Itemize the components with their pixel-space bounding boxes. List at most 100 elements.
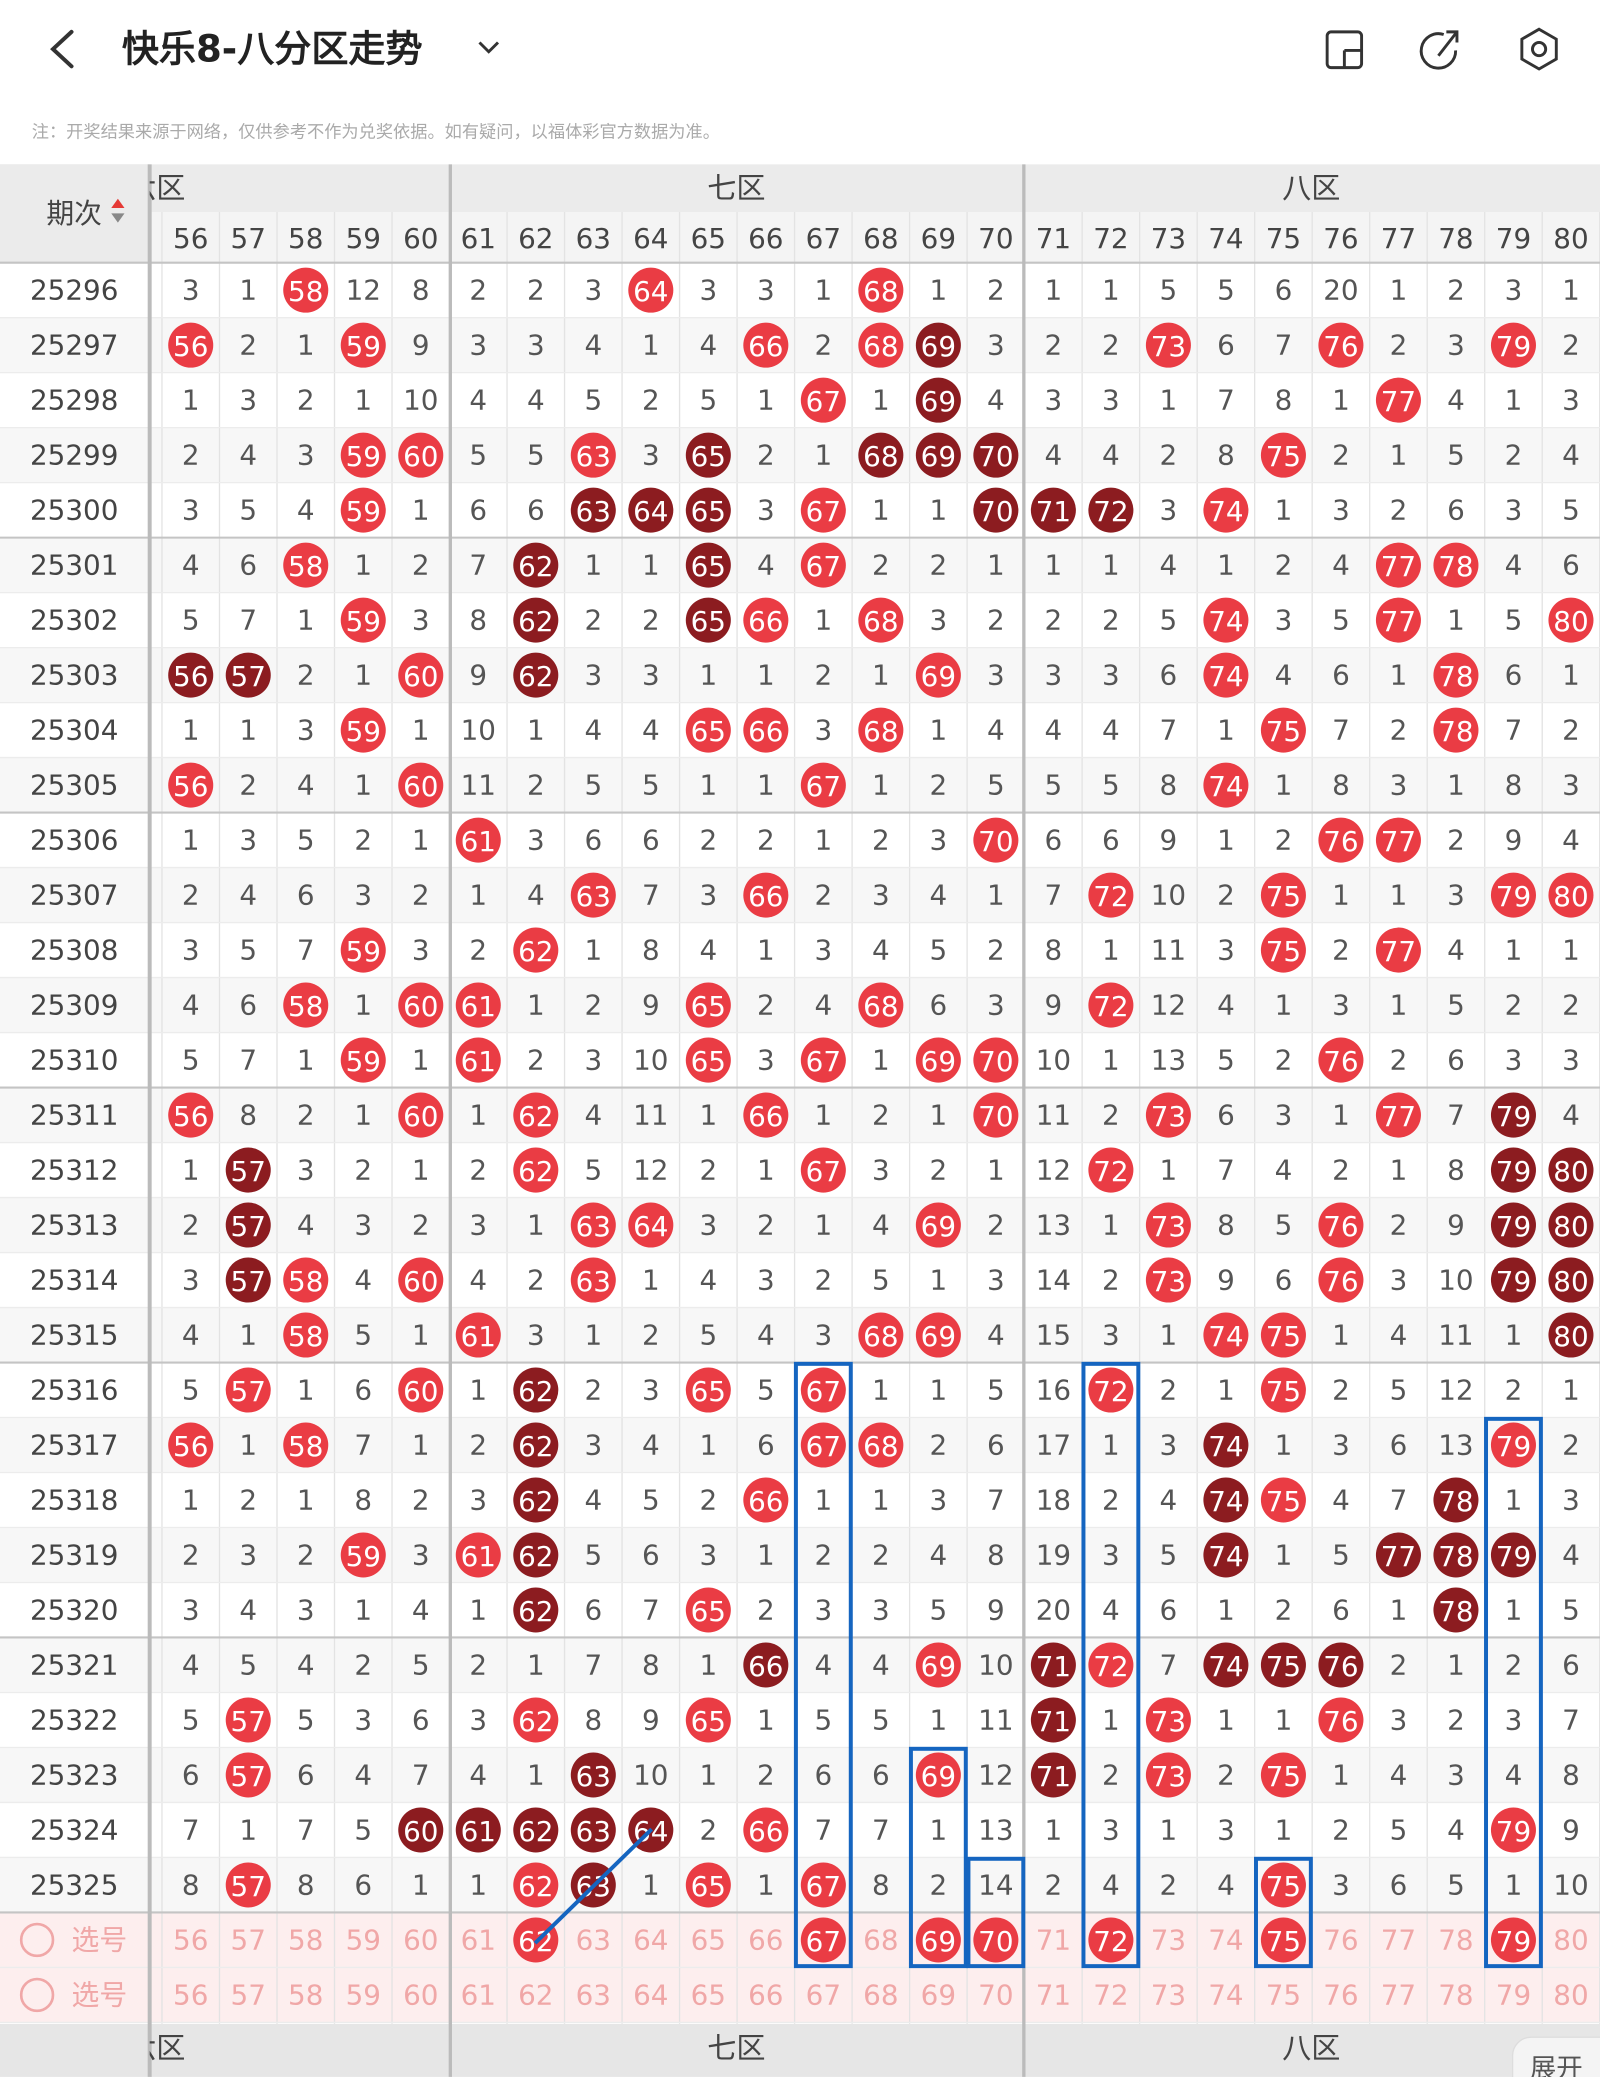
select-number[interactable]: 64 <box>633 1978 668 2011</box>
miss-count: 1 <box>412 714 430 747</box>
select-number[interactable]: 60 <box>403 1923 438 1956</box>
ball-number: 68 <box>863 715 898 748</box>
select-number[interactable]: 75 <box>1266 1978 1301 2011</box>
select-number[interactable]: 70 <box>978 1978 1013 2011</box>
annotation-box <box>1081 1361 1141 1969</box>
miss-count: 5 <box>584 1539 602 1572</box>
select-radio[interactable] <box>19 1922 55 1958</box>
back-button[interactable] <box>50 29 74 69</box>
miss-count: 1 <box>930 494 948 527</box>
miss-count: 3 <box>1447 879 1465 912</box>
miss-count: 3 <box>584 1044 602 1077</box>
ball-number: 63 <box>576 1815 611 1848</box>
select-number[interactable]: 71 <box>1036 1923 1071 1956</box>
select-number[interactable]: 68 <box>863 1978 898 2011</box>
ball-number: 71 <box>1036 1705 1071 1738</box>
select-number[interactable]: 69 <box>921 1978 956 2011</box>
select-number[interactable]: 59 <box>346 1923 381 1956</box>
annotation-box <box>793 1361 853 1969</box>
select-number[interactable]: 80 <box>1553 1978 1588 2011</box>
select-number[interactable]: 65 <box>691 1978 726 2011</box>
select-number[interactable]: 57 <box>231 1978 266 2011</box>
select-number[interactable]: 74 <box>1208 1978 1243 2011</box>
select-number[interactable]: 66 <box>748 1923 783 1956</box>
select-number[interactable]: 73 <box>1151 1923 1186 1956</box>
period-number: 25324 <box>30 1813 118 1846</box>
select-number[interactable]: 62 <box>518 1978 553 2011</box>
select-number[interactable]: 58 <box>288 1923 323 1956</box>
select-number[interactable]: 64 <box>633 1923 668 1956</box>
dropdown-chevron[interactable] <box>478 41 500 54</box>
expand-bg <box>1511 2036 1600 2077</box>
expand-button[interactable]: 展开 <box>1511 2036 1600 2077</box>
repeat-ball <box>513 1477 559 1523</box>
select-number[interactable]: 76 <box>1323 1978 1358 2011</box>
miss-count: 5 <box>1217 274 1235 307</box>
select-number[interactable]: 76 <box>1323 1923 1358 1956</box>
miss-count: 4 <box>872 934 890 967</box>
select-number[interactable]: 78 <box>1438 1923 1473 1956</box>
miss-count: 1 <box>1102 1703 1120 1736</box>
select-number[interactable]: 60 <box>403 1978 438 2011</box>
select-number[interactable]: 77 <box>1381 1923 1416 1956</box>
select-number[interactable]: 56 <box>173 1978 208 2011</box>
select-number[interactable]: 80 <box>1553 1923 1588 1956</box>
select-number[interactable]: 79 <box>1496 1978 1531 2011</box>
miss-count: 1 <box>1447 1648 1465 1681</box>
miss-count: 17 <box>1036 1429 1071 1462</box>
hit-ball <box>915 1312 961 1358</box>
select-number[interactable]: 66 <box>748 1978 783 2011</box>
select-number[interactable]: 68 <box>863 1923 898 1956</box>
select-number[interactable]: 63 <box>576 1978 611 2011</box>
settings-icon[interactable] <box>1520 27 1558 71</box>
select-radio[interactable] <box>19 1977 55 2013</box>
miss-count: 1 <box>239 1813 257 1846</box>
hit-ball <box>398 652 444 698</box>
miss-count: 5 <box>1217 1044 1235 1077</box>
miss-count: 3 <box>930 824 948 857</box>
miss-count: 3 <box>1160 494 1178 527</box>
select-number[interactable]: 59 <box>346 1978 381 2011</box>
hit-ball <box>1088 1642 1134 1688</box>
ball-number: 74 <box>1208 1320 1243 1353</box>
miss-count: 2 <box>297 659 315 692</box>
ball-number: 68 <box>863 1430 898 1463</box>
select-number[interactable]: 73 <box>1151 1978 1186 2011</box>
select-number[interactable]: 56 <box>173 1923 208 1956</box>
miss-count: 4 <box>872 1648 890 1681</box>
miss-count: 3 <box>699 1209 717 1242</box>
select-number[interactable]: 58 <box>288 1978 323 2011</box>
hit-ball <box>915 652 961 698</box>
miss-count: 1 <box>1275 1813 1293 1846</box>
select-number[interactable]: 67 <box>806 1978 841 2011</box>
repeat-ball <box>1203 1422 1249 1468</box>
select-number[interactable]: 78 <box>1438 1978 1473 2011</box>
miss-count: 1 <box>469 1099 487 1132</box>
miss-count: 11 <box>1151 934 1186 967</box>
select-number[interactable]: 74 <box>1208 1923 1243 1956</box>
miss-count: 4 <box>814 989 832 1022</box>
hit-ball <box>1318 817 1364 863</box>
select-number[interactable]: 71 <box>1036 1978 1071 2011</box>
select-number[interactable]: 61 <box>461 1978 496 2011</box>
layout-icon[interactable] <box>1325 30 1364 70</box>
hit-ball <box>340 597 386 643</box>
select-number[interactable]: 63 <box>576 1923 611 1956</box>
share-icon[interactable] <box>1419 30 1459 70</box>
miss-count: 1 <box>757 384 775 417</box>
miss-count: 2 <box>872 1099 890 1132</box>
miss-count: 19 <box>1036 1539 1071 1572</box>
select-number[interactable]: 61 <box>461 1923 496 1956</box>
zone-label: 八区 <box>1282 171 1340 205</box>
miss-count: 1 <box>1505 1319 1523 1352</box>
period-number: 25308 <box>30 934 118 967</box>
select-number[interactable]: 57 <box>231 1923 266 1956</box>
select-number[interactable]: 65 <box>691 1923 726 1956</box>
miss-count: 6 <box>1332 659 1350 692</box>
select-number[interactable]: 72 <box>1093 1978 1128 2011</box>
miss-count: 2 <box>239 329 257 362</box>
miss-count: 1 <box>1045 549 1063 582</box>
repeat-ball <box>1030 487 1076 533</box>
miss-count: 10 <box>1151 879 1186 912</box>
select-number[interactable]: 77 <box>1381 1978 1416 2011</box>
